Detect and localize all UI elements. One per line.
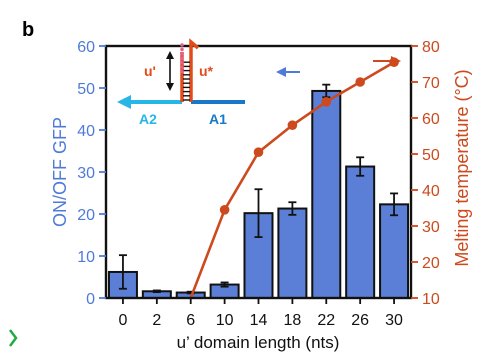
melting-point-10 [219,205,230,215]
y-axis-label: ON/OFF GFP [50,117,70,227]
right-stem [189,38,200,102]
x-tick-label-30: 30 [385,312,403,329]
base-pair-ticks [183,61,190,101]
y-tick-label-20: 20 [77,207,95,224]
y2-tick-label-30: 30 [422,219,440,236]
u-star-label: u* [199,63,214,79]
y-tick-label-0: 0 [86,291,95,308]
loop-dot [180,47,184,52]
a2-label: A2 [139,111,157,127]
u-prime-label: u' [144,63,156,79]
y2-tick-label-50: 50 [422,147,440,164]
y-axis-left: 0 10 20 30 40 50 60 [77,39,106,308]
error-bars-group [118,83,399,295]
y2-axis-label: Melting temperature (°C) [452,69,472,266]
x-tick-label-14: 14 [250,312,268,329]
x-axis-label: u’ domain length (nts) [177,333,340,352]
x-axis: 0 2 6 10 14 18 22 26 30 [118,298,403,329]
x-tick-label-0: 0 [118,312,127,329]
melting-point-22 [321,97,332,107]
melting-point-26 [355,77,365,87]
bar-26 [345,165,376,299]
x-tick-label-18: 18 [283,312,301,329]
y2-tick-label-70: 70 [422,75,440,92]
y-tick-label-50: 50 [77,81,95,98]
edge-mark [9,329,18,347]
x-tick-label-10: 10 [216,312,234,329]
y-tick-label-40: 40 [77,123,95,140]
loop-dot [180,69,184,74]
loop-dot [180,52,184,56]
y2-tick-label-80: 80 [422,39,440,56]
loop-dot [180,43,184,47]
bar-22 [311,89,342,299]
melting-point-14 [253,147,264,157]
loop-dots [180,43,184,74]
strand-diagram: u' u* A2 A1 [117,38,245,127]
y-tick-label-30: 30 [77,165,95,182]
a2-arrowhead [117,95,131,109]
melting-point-18 [287,120,298,130]
y2-tick-label-60: 60 [422,111,440,128]
y-tick-label-60: 60 [77,39,95,56]
melting-line-group [189,57,399,299]
panel-label: b [22,19,34,41]
length-arrow-down [166,83,174,91]
bars-group [107,89,410,300]
y2-tick-label-40: 40 [422,183,440,200]
right-axis-arrowhead [391,56,401,66]
loop-dot [180,65,184,69]
loop-dot [180,60,184,65]
x-tick-label-26: 26 [351,312,369,329]
x-tick-label-6: 6 [186,312,195,329]
loop-dot [180,56,184,60]
length-arrow-up [166,51,174,59]
left-axis-arrowhead [276,67,286,77]
y-axis-right: 10 20 30 40 50 60 70 80 [411,39,440,308]
y-tick-label-10: 10 [77,249,95,266]
bar-30 [379,203,410,299]
x-tick-label-2: 2 [152,312,161,329]
bar-18 [277,207,308,299]
y2-tick-label-10: 10 [422,291,440,308]
y2-tick-label-20: 20 [422,255,440,272]
a1-label: A1 [209,111,227,127]
x-tick-label-22: 22 [317,312,335,329]
